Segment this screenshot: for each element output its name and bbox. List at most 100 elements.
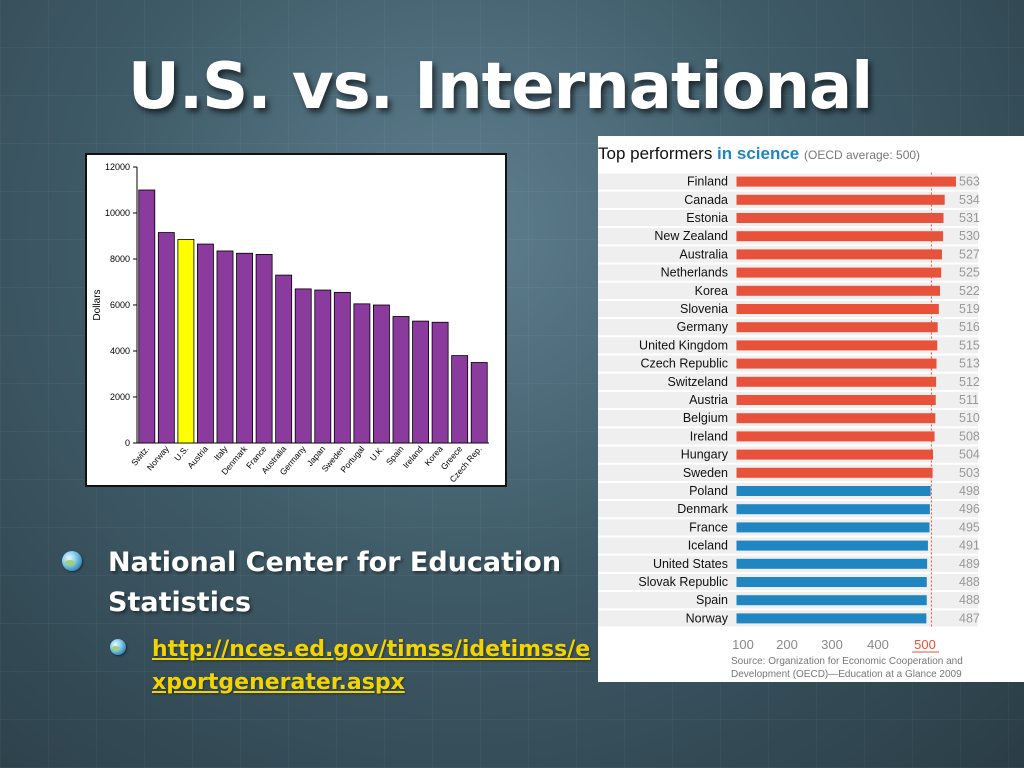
value-label: 522 — [959, 284, 980, 298]
row-label: France — [689, 520, 728, 534]
bar — [736, 267, 942, 278]
bar — [736, 176, 956, 187]
value-label: 510 — [959, 411, 980, 425]
bar — [736, 540, 928, 551]
value-label: 487 — [959, 611, 980, 625]
row-label: Sweden — [683, 466, 728, 480]
science-performers-chart: Top performers in science (OECD average:… — [598, 136, 1024, 682]
value-label: 516 — [959, 320, 980, 334]
row-label: Slovenia — [680, 302, 728, 316]
bar — [392, 316, 410, 444]
bar — [736, 504, 930, 515]
value-label: 504 — [959, 448, 980, 462]
row-label: New Zealand — [654, 229, 728, 243]
bar — [333, 291, 351, 444]
bar — [412, 320, 429, 444]
value-label: 513 — [959, 357, 980, 371]
bar — [736, 231, 944, 242]
bar — [736, 376, 937, 387]
value-label: 512 — [959, 375, 980, 389]
chart-title: Top performers in science (OECD average:… — [598, 144, 920, 163]
y-axis-title: Dollars — [92, 289, 103, 320]
globe-bullet-icon — [62, 551, 82, 571]
chart-source-line: Source: Organization for Economic Cooper… — [731, 656, 963, 667]
sub-bullet-item: http://nces.ed.gov/timss/idetimss/export… — [62, 633, 592, 699]
bullet-item: National Center for Education Statistics — [62, 543, 592, 623]
bar — [216, 250, 234, 444]
row-label: Norway — [686, 611, 729, 625]
bar — [736, 395, 936, 405]
y-tick-label: 2000 — [110, 392, 130, 402]
row-label: Switzeland — [668, 375, 728, 389]
bar — [736, 449, 933, 460]
row-label: Hungary — [681, 448, 729, 462]
science-chart-svg: Top performers in science (OECD average:… — [598, 144, 980, 680]
row-label: Australia — [679, 247, 728, 261]
value-label: 519 — [959, 302, 980, 316]
value-label: 534 — [959, 193, 980, 207]
bar — [294, 288, 312, 444]
row-label: Austria — [689, 393, 728, 407]
bar — [736, 213, 944, 223]
bar — [255, 254, 273, 444]
value-label: 511 — [959, 393, 979, 407]
bar — [736, 285, 941, 296]
bar — [197, 243, 214, 444]
nces-link[interactable]: http://nces.ed.gov/timss/idetimss/export… — [152, 637, 591, 695]
x-tick-label: 500 — [914, 637, 936, 652]
row-label: Iceland — [688, 539, 728, 553]
row-label: Netherlands — [661, 266, 728, 280]
y-tick-label: 6000 — [110, 300, 130, 310]
bar — [736, 467, 933, 478]
x-tick-label: Norway — [145, 443, 172, 472]
value-label: 515 — [959, 338, 980, 352]
bar — [353, 303, 371, 444]
bar — [373, 304, 390, 444]
x-tick-label: Austria — [185, 444, 210, 471]
row-label: Poland — [689, 484, 728, 498]
spending-chart-svg: 020004000600080001000012000DollarsSwitz.… — [92, 162, 489, 484]
bar — [736, 413, 936, 424]
bar — [736, 194, 945, 205]
bar — [138, 189, 156, 444]
value-label: 508 — [959, 429, 980, 443]
bar — [736, 304, 939, 314]
bullet-text: National Center for Education Statistics — [108, 547, 562, 618]
x-tick-label: 100 — [732, 637, 754, 652]
chart-source: Source: Organization for Economic Cooper… — [731, 656, 963, 680]
value-label: 496 — [959, 502, 980, 516]
chart-subtitle: (OECD average: 500) — [804, 148, 920, 162]
bar — [736, 358, 937, 369]
value-label: 498 — [959, 484, 980, 498]
bar — [736, 431, 935, 442]
bar — [470, 362, 488, 444]
value-label: 489 — [959, 557, 980, 571]
row-label: United States — [653, 557, 728, 571]
value-label: 488 — [959, 593, 980, 607]
value-label: 527 — [959, 247, 980, 261]
row-label: Estonia — [686, 211, 728, 225]
y-tick-label: 8000 — [110, 254, 130, 264]
bar — [736, 613, 927, 624]
bar — [736, 522, 930, 533]
y-tick-label: 10000 — [105, 208, 130, 218]
chart-title-main: Top performers — [598, 144, 717, 163]
bar — [736, 249, 942, 260]
value-label: 525 — [959, 266, 980, 280]
bar — [314, 289, 332, 444]
bar — [177, 239, 195, 444]
row-label: Finland — [687, 175, 728, 189]
row-label: Korea — [695, 284, 728, 298]
row-label: United Kingdom — [639, 338, 728, 352]
bar — [736, 340, 938, 351]
row-label: Ireland — [690, 429, 728, 443]
bar — [236, 252, 253, 444]
bar — [736, 577, 927, 587]
chart-source-line: Development (OECD)—Education at a Glance… — [731, 669, 962, 680]
bar — [736, 595, 927, 606]
row-label: Canada — [684, 193, 728, 207]
x-tick-label: 400 — [867, 637, 889, 652]
value-label: 503 — [959, 466, 980, 480]
row-label: Czech Republic — [640, 357, 728, 371]
bar — [736, 322, 938, 333]
